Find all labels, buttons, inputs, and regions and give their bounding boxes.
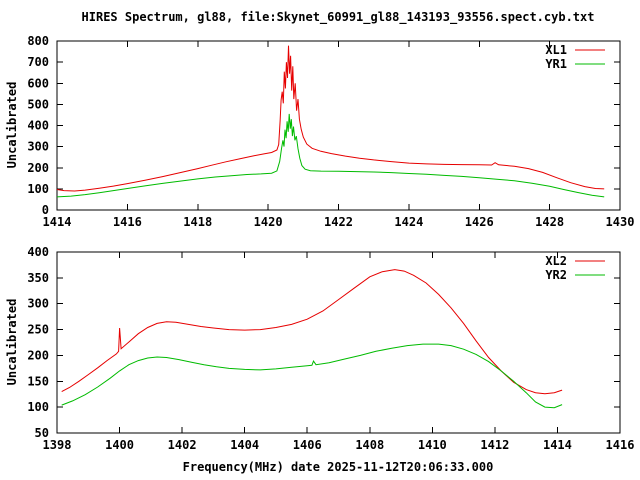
x-tick-label: 1424	[394, 215, 423, 229]
x-tick-label: 1430	[606, 215, 635, 229]
x-tick-label: 1400	[105, 438, 134, 452]
y-tick-label: 400	[27, 245, 49, 259]
y-tick-label: 200	[27, 161, 49, 175]
legend-label-YR1: YR1	[545, 57, 567, 71]
x-tick-label: 1420	[254, 215, 283, 229]
x-tick-label: 1398	[43, 438, 72, 452]
legend-label-XL2: XL2	[545, 254, 567, 268]
x-axis-label: Frequency(MHz) date 2025-11-12T20:06:33.…	[182, 460, 494, 474]
legend-label-XL1: XL1	[545, 43, 567, 57]
y-tick-label: 0	[42, 203, 49, 217]
x-tick-label: 1426	[465, 215, 494, 229]
y-tick-label: 150	[27, 374, 49, 388]
y-tick-label: 600	[27, 76, 49, 90]
y-tick-label: 700	[27, 55, 49, 69]
y-tick-label: 300	[27, 140, 49, 154]
series-line-YR2	[61, 343, 563, 409]
plot-border	[56, 251, 621, 434]
x-tick-label: 1408	[355, 438, 384, 452]
x-tick-label: 1412	[480, 438, 509, 452]
x-tick-label: 1418	[183, 215, 212, 229]
x-tick-label: 1414	[43, 215, 72, 229]
y-tick-label: 800	[27, 34, 49, 48]
y-tick-label: 350	[27, 271, 49, 285]
x-tick-label: 1402	[168, 438, 197, 452]
series-line-XL1	[56, 45, 605, 192]
x-tick-label: 1416	[606, 438, 635, 452]
legend-label-YR2: YR2	[545, 268, 567, 282]
chart-title: HIRES Spectrum, gl88, file:Skynet_60991_…	[81, 10, 595, 24]
y-tick-label: 400	[27, 119, 49, 133]
y-tick-label: 500	[27, 97, 49, 111]
x-tick-label: 1416	[113, 215, 142, 229]
plot-border	[56, 40, 621, 211]
series-line-YR1	[56, 113, 605, 198]
x-tick-label: 1406	[293, 438, 322, 452]
x-tick-label: 1428	[535, 215, 564, 229]
series-line-XL2	[61, 269, 563, 395]
x-tick-label: 1414	[543, 438, 572, 452]
x-tick-label: 1404	[230, 438, 259, 452]
y-tick-label: 100	[27, 400, 49, 414]
y-tick-label: 300	[27, 297, 49, 311]
y-tick-label: 100	[27, 182, 49, 196]
y-tick-label: 50	[35, 426, 49, 440]
y-tick-label: 200	[27, 348, 49, 362]
x-tick-label: 1410	[418, 438, 447, 452]
y-tick-label: 250	[27, 323, 49, 337]
x-tick-label: 1422	[324, 215, 353, 229]
